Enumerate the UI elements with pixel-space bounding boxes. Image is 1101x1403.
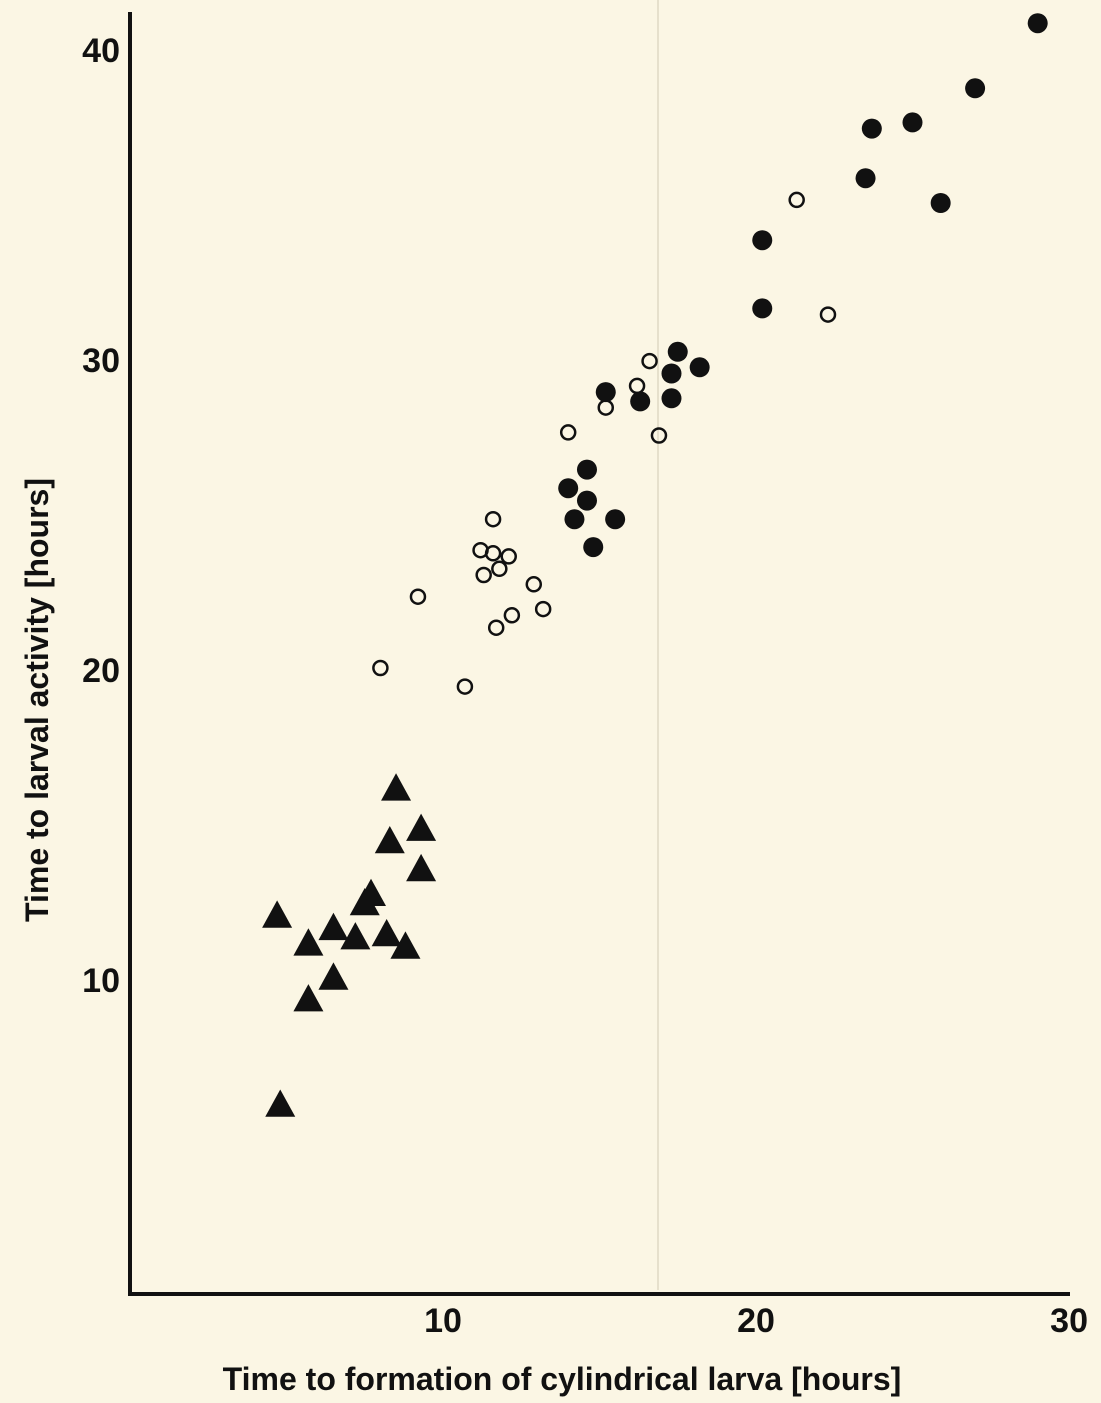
open-circle-marker — [372, 659, 389, 677]
open-circle-marker — [597, 399, 615, 416]
open-circle-marker — [525, 576, 543, 593]
x-axis-label: Time to formation of cylindrical larva [… — [223, 1361, 902, 1397]
open-circle-marker — [491, 560, 508, 578]
open-circle-marker — [409, 588, 427, 605]
filled-circle-marker — [965, 78, 986, 99]
triangle-marker — [318, 912, 349, 941]
filled-circle-marker — [576, 490, 597, 511]
open-circle-marker — [487, 619, 505, 636]
triangle-marker — [340, 922, 371, 950]
triangle-marker — [293, 928, 324, 956]
open-circle-marker — [641, 352, 658, 370]
triangle-marker — [262, 900, 293, 928]
triangle-marker — [406, 813, 437, 841]
filled-circle-marker — [576, 459, 597, 480]
open-circle-marker — [500, 548, 517, 565]
filled-circle-marker — [583, 537, 604, 558]
filled-circle-marker — [902, 112, 923, 133]
filled-circle-marker — [564, 509, 585, 530]
y-tick-label: 20 — [82, 652, 120, 690]
filled-circle-marker — [558, 478, 579, 499]
triangle-marker — [356, 878, 387, 906]
y-axis-label: Time to larval activity [hours] — [19, 478, 55, 922]
x-tick-label: 20 — [737, 1302, 775, 1340]
triangle-marker — [265, 1089, 296, 1117]
triangle-marker — [381, 773, 412, 801]
filled-circle-marker — [661, 388, 682, 409]
open-circle-marker — [628, 377, 646, 395]
triangle-marker — [318, 962, 349, 990]
filled-circle-marker — [661, 363, 682, 384]
open-circle-marker — [650, 427, 668, 444]
y-tick-label: 10 — [82, 962, 120, 1000]
triangle-marker — [390, 931, 421, 959]
open-circle-marker — [534, 600, 552, 618]
filled-circle-marker — [595, 382, 616, 403]
open-circle-marker — [788, 191, 805, 209]
triangle-marker — [293, 984, 324, 1012]
filled-circle-marker — [752, 298, 773, 319]
filled-circle-marker — [1027, 13, 1048, 34]
open-circle-marker — [456, 678, 474, 695]
open-circle-marker — [484, 510, 502, 528]
open-circle-marker — [819, 306, 837, 323]
x-tick-label: 10 — [424, 1302, 462, 1340]
open-circle-marker — [559, 424, 577, 441]
filled-circle-marker — [605, 509, 626, 530]
filled-circle-marker — [752, 230, 773, 251]
triangle-marker — [406, 853, 437, 882]
filled-circle-marker — [667, 341, 688, 362]
filled-circle-marker — [861, 118, 882, 139]
filled-circle-marker — [930, 193, 951, 213]
triangle-marker — [374, 826, 405, 854]
y-tick-label: 30 — [82, 342, 120, 380]
x-tick-label: 30 — [1050, 1302, 1088, 1340]
triangle-marker — [371, 919, 402, 947]
filled-circle-marker — [630, 391, 651, 412]
y-tick-label: 40 — [82, 32, 120, 70]
data-points — [262, 13, 1048, 1117]
tick-labels: 10 20 30 10 20 30 40 — [82, 32, 1088, 1340]
filled-circle-marker — [855, 168, 876, 189]
open-circle-marker — [503, 607, 521, 624]
open-circle-marker — [475, 566, 492, 584]
filled-circle-marker — [689, 357, 710, 378]
open-circle-marker — [484, 545, 502, 562]
